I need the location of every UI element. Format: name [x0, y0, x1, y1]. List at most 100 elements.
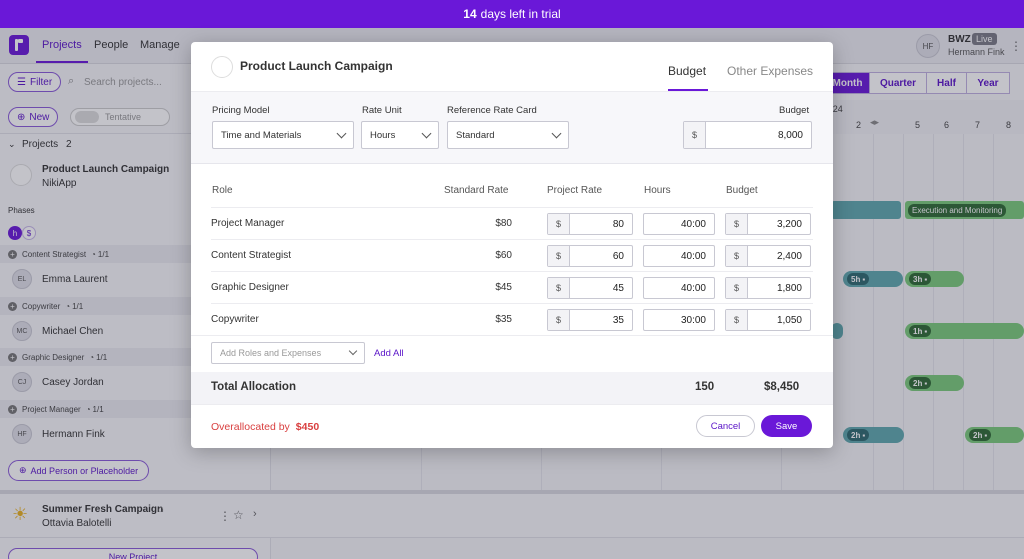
add-person-button[interactable]: ⊕ Add Person or Placeholder — [8, 460, 150, 481]
hours-toggle[interactable]: h — [8, 226, 22, 240]
project-rate-value[interactable]: 80 — [612, 218, 624, 230]
rate-unit-select[interactable]: Hours — [361, 121, 439, 149]
row-budget-input[interactable]: $ 1,800 — [725, 277, 811, 299]
pricing-model-select[interactable]: Time and Materials — [212, 121, 354, 149]
project-rate-value[interactable]: 60 — [612, 250, 624, 262]
filter-button[interactable]: ☰ Filter — [8, 72, 62, 92]
row-budget-input[interactable]: $ 1,050 — [725, 309, 811, 331]
chevron-down-icon — [348, 346, 358, 356]
projects-label: Projects — [22, 139, 59, 150]
user-menu[interactable]: HF BWZ Live Hermann Fink ⋮ — [912, 28, 1024, 64]
add-roles-placeholder: Add Roles and Expenses — [220, 348, 322, 358]
phase-bar[interactable] — [831, 201, 901, 219]
budget-value[interactable]: 8,000 — [777, 129, 803, 141]
project-client: NikiApp — [42, 178, 77, 189]
project-rate-input[interactable]: $ 35 — [547, 309, 633, 331]
project-row[interactable]: ☀ Summer Fresh Campaign ⌂ Ottavia Balote… — [0, 494, 1024, 538]
tentative-toggle[interactable]: Tentative — [70, 108, 170, 126]
timeline-nav-icon[interactable]: ◂▸ — [870, 117, 880, 127]
add-icon[interactable]: + — [8, 301, 17, 311]
filter-label: Filter — [29, 76, 53, 88]
assignment-bar[interactable]: 5h ▪ — [843, 271, 903, 287]
active-tab-indicator — [36, 61, 88, 63]
tab-people[interactable]: People — [94, 39, 129, 51]
project-name[interactable]: Summer Fresh Campaign — [42, 504, 164, 515]
search-icon: ⌕ — [68, 75, 75, 87]
chevron-right-icon[interactable]: › — [253, 508, 257, 520]
add-roles-select[interactable]: Add Roles and Expenses — [211, 342, 365, 364]
person-name[interactable]: Michael Chen — [42, 326, 104, 337]
range-quarter[interactable]: Quarter — [869, 72, 927, 94]
user-avatar[interactable]: HF — [916, 34, 940, 58]
assignment-bar[interactable]: 1h ▪ — [905, 323, 1024, 339]
project-rate-input[interactable]: $ 60 — [547, 245, 633, 267]
project-rate-input[interactable]: $ 45 — [547, 277, 633, 299]
search-input[interactable]: Search projects... — [84, 77, 162, 88]
user-name: Hermann Fink — [948, 47, 1005, 57]
more-vertical-icon[interactable]: ⋮ — [219, 509, 231, 523]
range-year[interactable]: Year — [966, 72, 1010, 94]
project-rate-input[interactable]: $ 80 — [547, 213, 633, 235]
tab-projects[interactable]: Projects — [42, 39, 82, 51]
add-icon[interactable]: + — [8, 404, 17, 414]
star-icon[interactable]: ☆ — [233, 508, 244, 522]
assignment-bar[interactable]: 3h ▪ — [905, 271, 964, 287]
budget-settings: Pricing Model Time and Materials Rate Un… — [191, 92, 833, 164]
add-icon[interactable]: + — [8, 352, 17, 362]
hours-input[interactable]: 40:00 — [643, 245, 715, 267]
row-budget-input[interactable]: $ 2,400 — [725, 245, 811, 267]
project-rate-value[interactable]: 45 — [612, 282, 624, 294]
row-budget-value[interactable]: 1,800 — [776, 282, 802, 294]
tab-other-expenses[interactable]: Other Expenses — [727, 64, 814, 78]
project-rate-value[interactable]: 35 — [612, 314, 624, 326]
row-budget-value[interactable]: 1,050 — [776, 314, 802, 326]
budget-input[interactable]: $ 8,000 — [683, 121, 812, 149]
range-half[interactable]: Half — [926, 72, 967, 94]
phases-label: Phases — [8, 206, 35, 215]
row-budget-input[interactable]: $ 3,200 — [725, 213, 811, 235]
row-budget-value[interactable]: 2,400 — [776, 250, 802, 262]
budget-modal: Product Launch Campaign Budget Other Exp… — [191, 42, 833, 448]
project-name[interactable]: Product Launch Campaign — [42, 164, 170, 175]
role-name: Copywriter — [22, 301, 61, 311]
add-icon[interactable]: + — [8, 249, 17, 259]
rate-unit-label: Rate Unit — [362, 105, 402, 116]
toggle-switch[interactable] — [75, 111, 99, 123]
assignment-bar[interactable]: 2h ▪ — [843, 427, 904, 443]
person-name[interactable]: Hermann Fink — [42, 429, 105, 440]
currency-prefix: $ — [684, 122, 706, 148]
cancel-button[interactable]: Cancel — [696, 415, 755, 437]
assignment-bar[interactable] — [831, 323, 843, 339]
overallocation-warning: Overallocated by $450 — [211, 421, 319, 433]
tab-budget[interactable]: Budget — [668, 64, 707, 78]
assignment-bar[interactable]: 2h ▪ — [905, 375, 964, 391]
hours-input[interactable]: 40:00 — [643, 213, 715, 235]
currency-prefix: $ — [548, 278, 570, 298]
column-header: Role — [212, 185, 233, 196]
column-header: Hours — [644, 185, 671, 196]
phase-bar[interactable]: Execution and Monitoring — [905, 201, 1024, 219]
assignment-bar[interactable]: 2h ▪ — [965, 427, 1024, 443]
person-name[interactable]: Casey Jordan — [42, 377, 104, 388]
section-divider — [0, 490, 1024, 494]
row-budget-value[interactable]: 3,200 — [776, 218, 802, 230]
person-avatar: MC — [12, 321, 32, 341]
person-name[interactable]: Emma Laurent — [42, 274, 108, 285]
more-vertical-icon[interactable]: ⋮ — [1010, 39, 1022, 53]
save-button[interactable]: Save — [761, 415, 812, 437]
unit-toggle[interactable]: h $ — [8, 226, 36, 240]
new-button[interactable]: ⊕ New — [8, 107, 59, 127]
app-logo-icon[interactable] — [9, 35, 29, 55]
rate-card-select[interactable]: Standard — [447, 121, 569, 149]
rate-card-label: Reference Rate Card — [447, 105, 537, 116]
dollar-toggle[interactable]: $ — [22, 226, 36, 240]
new-project-button[interactable]: New Project — [8, 548, 258, 559]
add-all-link[interactable]: Add All — [374, 348, 404, 359]
hours-input[interactable]: 40:00 — [643, 277, 715, 299]
tentative-label: Tentative — [105, 112, 142, 122]
collapse-icon[interactable]: ⌄ — [8, 139, 16, 149]
plus-icon: ⊕ — [17, 111, 26, 123]
tab-manage[interactable]: Manage — [140, 39, 180, 51]
total-allocation-row: Total Allocation 150 $8,450 — [191, 372, 833, 404]
hours-input[interactable]: 30:00 — [643, 309, 715, 331]
